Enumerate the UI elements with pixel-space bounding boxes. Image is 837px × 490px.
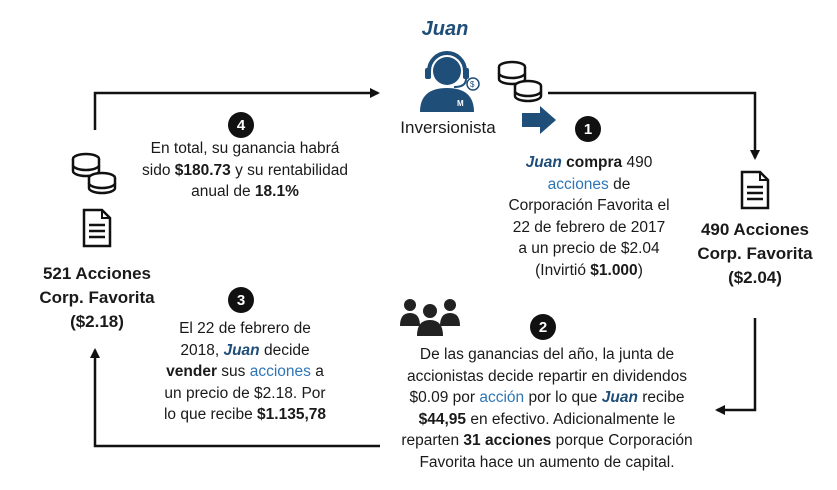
document-icon xyxy=(82,208,112,248)
left-holding-shares: 521 Acciones xyxy=(42,264,152,283)
right-holding: 490 Acciones Corp. Favorita ($2.04) xyxy=(680,218,830,290)
svg-text:M: M xyxy=(457,99,464,108)
left-holding-company: Corp. Favorita xyxy=(39,288,155,307)
group-icon xyxy=(400,299,460,336)
right-holding-company: Corp. Favorita xyxy=(697,244,813,263)
left-holding-price: ($2.18) xyxy=(70,312,124,331)
arrow-to-right-box xyxy=(548,91,760,160)
left-holding: 521 Acciones Corp. Favorita ($2.18) xyxy=(22,262,172,334)
investor-avatar-icon: M $ xyxy=(420,51,480,112)
step-3-text: El 22 de febrero de 2018, Juan decide ve… xyxy=(163,320,327,423)
arrow-to-left-box xyxy=(90,348,380,448)
coins-icon xyxy=(71,152,117,195)
arrow-to-dividends xyxy=(715,318,757,415)
step-3-badge: 3 xyxy=(228,287,254,313)
step-2-badge: 2 xyxy=(530,314,556,340)
step-1-text: Juan compra 490 acciones de Corporación … xyxy=(508,154,670,279)
step-1-badge: 1 xyxy=(575,116,601,142)
right-holding-price: ($2.04) xyxy=(728,268,782,287)
step-4-badge: 4 xyxy=(228,112,254,138)
arrow-to-investor xyxy=(93,88,380,130)
document-icon xyxy=(740,170,770,210)
coins-icon xyxy=(497,60,543,103)
step-4-text: En total, su ganancia habrá sido $180.73… xyxy=(142,140,348,200)
investor-name: Juan xyxy=(421,18,469,40)
step-2-text: De las ganancias del año, la junta de ac… xyxy=(401,346,693,471)
svg-text:$: $ xyxy=(470,80,475,89)
right-holding-shares: 490 Acciones xyxy=(700,220,810,239)
investor-label: Inversionista xyxy=(400,118,496,137)
blue-arrow xyxy=(522,106,556,134)
